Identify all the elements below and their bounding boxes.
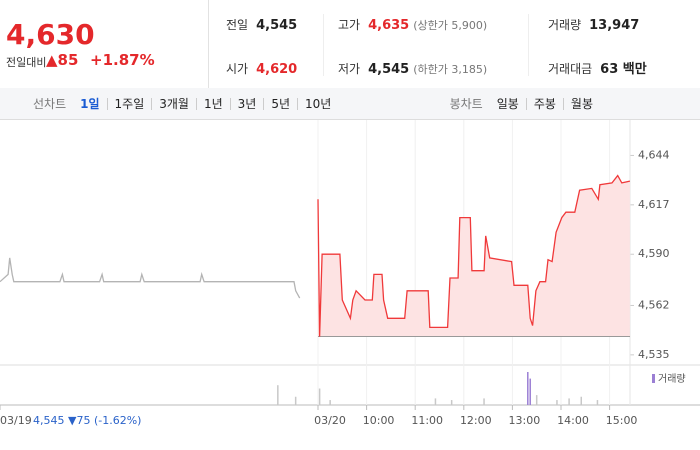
volume-bar bbox=[580, 396, 582, 405]
volume-bar bbox=[450, 400, 453, 405]
tab[interactable]: 5년 bbox=[263, 97, 297, 110]
volume-bar bbox=[483, 398, 485, 405]
x-tick-label: 15:00 bbox=[606, 414, 638, 427]
legend-label: 거래량 bbox=[658, 373, 686, 385]
price-line bbox=[0, 257, 301, 299]
volume-bar bbox=[277, 385, 279, 405]
price-line bbox=[317, 174, 631, 337]
stat-value: 13,947 bbox=[589, 18, 640, 33]
change-pct: +1.87% bbox=[90, 51, 155, 69]
tab[interactable]: 10년 bbox=[297, 97, 338, 110]
y-tick-label: 4,644 bbox=[638, 148, 670, 161]
volume-bar bbox=[527, 372, 529, 405]
divider bbox=[208, 0, 209, 88]
stat: 전일 4,545 bbox=[226, 14, 297, 33]
legend-swatch bbox=[652, 374, 655, 383]
x-tick-label: 03/19 bbox=[0, 414, 32, 427]
stat-label: 시가 bbox=[226, 62, 249, 76]
tab[interactable]: 월봉 bbox=[562, 97, 600, 110]
change: ▲85 bbox=[46, 51, 79, 69]
volume-bar bbox=[318, 388, 321, 405]
candle-tabs: 봉차트 일봉 주봉 월봉 bbox=[443, 96, 600, 111]
tab[interactable]: 1년 bbox=[195, 97, 230, 110]
stat: 시가 4,620 bbox=[226, 58, 297, 77]
x-tick-label: 12:00 bbox=[460, 414, 492, 427]
current-price: 4,630 bbox=[6, 18, 95, 51]
volume-bar bbox=[529, 378, 531, 405]
stat-value: 4,545 bbox=[256, 18, 298, 33]
y-tick-label: 4,590 bbox=[638, 247, 670, 260]
x-tick-label: 14:00 bbox=[557, 414, 589, 427]
stat-label: 저가 bbox=[338, 62, 361, 76]
volume-bar bbox=[535, 395, 538, 405]
volume-bar bbox=[329, 400, 331, 405]
line-tabs: 선차트 1일 1주일 3개월 1년 3년 5년 10년 bbox=[26, 96, 338, 111]
stat-value: 4,635 bbox=[368, 18, 410, 33]
volume-bar bbox=[294, 396, 297, 405]
stat-value: 4,545 bbox=[368, 62, 410, 77]
x-tick-label: 11:00 bbox=[411, 414, 443, 427]
tab[interactable]: 일봉 bbox=[496, 96, 519, 111]
stat-value: 4,620 bbox=[256, 62, 298, 77]
volume-bar bbox=[568, 398, 570, 405]
stat: 저가 4,545 (하한가 3,185) bbox=[338, 58, 487, 77]
divider bbox=[528, 14, 529, 76]
stat: 고가 4,635 (상한가 5,900) bbox=[338, 14, 487, 33]
volume-bar bbox=[596, 400, 599, 405]
x-tick-label: 13:00 bbox=[509, 414, 541, 427]
stat-label: 고가 bbox=[338, 18, 361, 32]
tab[interactable]: 1일 bbox=[80, 96, 100, 111]
volume-bar bbox=[556, 400, 558, 405]
stat-note: (하한가 3,185) bbox=[413, 63, 488, 76]
tab-group-label: 선차트 bbox=[33, 96, 67, 111]
tab[interactable]: 1주일 bbox=[106, 97, 152, 110]
stat: 거래대금 63 백만 bbox=[548, 58, 647, 77]
change-label: 전일대비 bbox=[6, 56, 47, 69]
x-tick-label: 03/20 bbox=[314, 414, 346, 427]
stat-label: 거래량 bbox=[548, 18, 582, 32]
tab[interactable]: 3년 bbox=[229, 97, 264, 110]
y-tick-label: 4,562 bbox=[638, 298, 670, 311]
tab-group-label: 봉차트 bbox=[449, 96, 483, 111]
y-tick-label: 4,535 bbox=[638, 348, 670, 361]
stat-label: 거래대금 bbox=[548, 62, 593, 76]
y-tick-label: 4,617 bbox=[638, 198, 670, 211]
stat: 거래량 13,947 bbox=[548, 14, 639, 33]
stat-note: (상한가 5,900) bbox=[413, 19, 488, 32]
prev-day-summary: 4,545 ▼75 (-1.62%) bbox=[33, 414, 141, 427]
divider bbox=[323, 14, 324, 76]
area-fill bbox=[318, 175, 630, 337]
x-tick-label: 10:00 bbox=[363, 414, 395, 427]
tab[interactable]: 3개월 bbox=[151, 97, 196, 110]
tab-bar: 선차트 1일 1주일 3개월 1년 3년 5년 10년 봉차트 일봉 주봉 월봉 bbox=[0, 88, 700, 120]
stat-value: 63 백만 bbox=[600, 62, 647, 77]
tab[interactable]: 주봉 bbox=[525, 97, 563, 110]
volume-bar bbox=[434, 398, 437, 405]
stat-label: 전일 bbox=[226, 18, 249, 32]
